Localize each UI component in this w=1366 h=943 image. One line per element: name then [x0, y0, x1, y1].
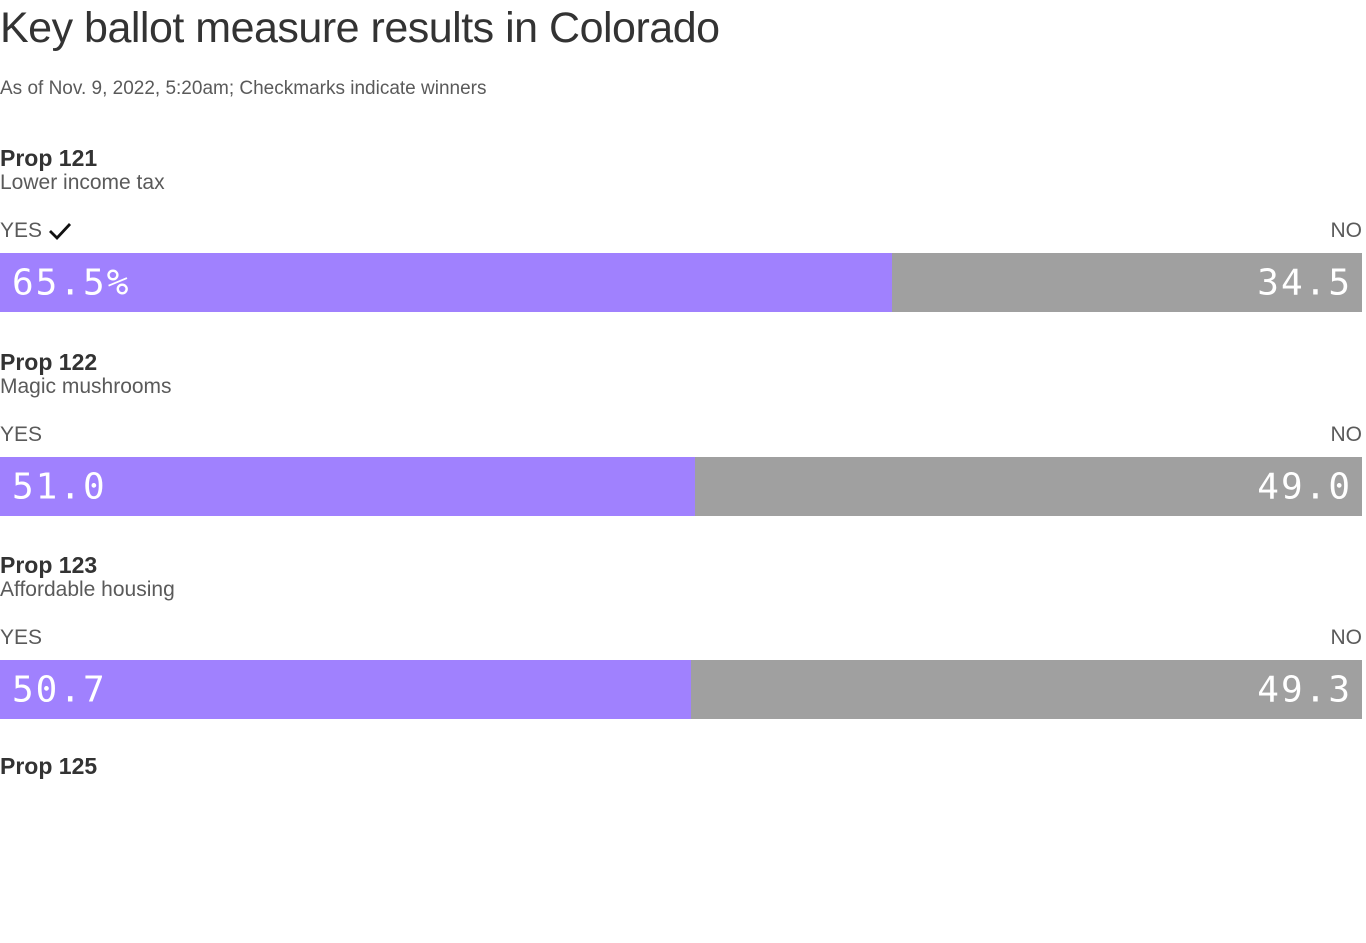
bar-no-segment: 49.3: [691, 660, 1362, 719]
no-value-label: 34.5: [1257, 262, 1352, 303]
no-label: NO: [1330, 423, 1363, 446]
measure-name: Prop 122: [0, 349, 98, 375]
yes-value-label: 50.7: [12, 669, 107, 710]
measure-description: Affordable housing: [0, 578, 175, 601]
yes-label-text: YES: [0, 423, 43, 446]
measure-3: Prop 123 Affordable housing YES NO 50.7 49.3: [0, 552, 1362, 742]
yes-label-text: YES: [0, 219, 43, 242]
measure-1: Prop 121 Lower income tax YES NO 65.5% 34.5: [0, 145, 1362, 335]
yes-label: YES: [0, 626, 42, 650]
measure-2: Prop 122 Magic mushrooms YES NO 51.0 49.0: [0, 349, 1362, 539]
bar-no-segment: 34.5: [892, 253, 1362, 312]
measure-name: Prop 121: [0, 145, 98, 171]
no-label: NO: [1330, 626, 1363, 649]
yes-label: YES: [0, 219, 72, 243]
bar-no-segment: 49.0: [695, 457, 1362, 516]
measure-4: Prop 125: [0, 753, 1362, 943]
bar-yes-segment: 50.7: [0, 660, 691, 719]
yes-label: YES: [0, 423, 42, 447]
no-value-label: 49.0: [1257, 466, 1352, 507]
checkmark-icon: [48, 221, 72, 241]
no-value-label: 49.3: [1257, 669, 1352, 710]
chart-subtitle: As of Nov. 9, 2022, 5:20am; Checkmarks i…: [0, 78, 487, 99]
yes-label-text: YES: [0, 626, 43, 649]
result-bar: 65.5% 34.5: [0, 253, 1362, 312]
measure-name: Prop 123: [0, 552, 98, 578]
bar-yes-segment: 51.0: [0, 457, 695, 516]
measure-description: Lower income tax: [0, 171, 165, 194]
measure-name: Prop 125: [0, 753, 98, 779]
yes-value-label: 65.5%: [12, 262, 131, 303]
yes-value-label: 51.0: [12, 466, 107, 507]
bar-yes-segment: 65.5%: [0, 253, 892, 312]
no-label: NO: [1330, 219, 1363, 242]
chart-title: Key ballot measure results in Colorado: [0, 4, 720, 52]
measure-description: Magic mushrooms: [0, 375, 172, 398]
result-bar: 50.7 49.3: [0, 660, 1362, 719]
result-bar: 51.0 49.0: [0, 457, 1362, 516]
